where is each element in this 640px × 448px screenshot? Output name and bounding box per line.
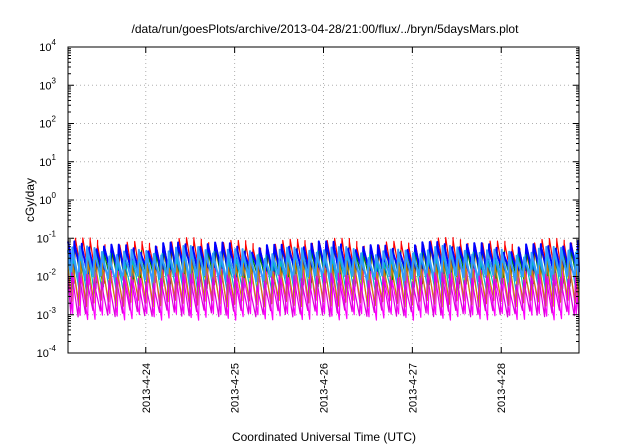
y-tick-label: 102 (39, 115, 56, 131)
x-tick-label: 2013-4-27 (407, 363, 419, 413)
y-tick-label: 10-3 (37, 306, 57, 322)
series-group (67, 237, 580, 321)
y-tick-label: 104 (39, 38, 56, 54)
y-tick-label: 10-1 (37, 229, 57, 245)
y-tick-label: 10-2 (37, 268, 57, 284)
series-line-5 (67, 258, 580, 308)
chart-title: /data/run/goesPlots/archive/2013-04-28/2… (132, 22, 520, 36)
ticks: 104 103 102 101 100 10-1 10-2 10-3 10-4 2013-4-24… (37, 38, 579, 413)
series-line-3 (67, 267, 580, 321)
x-tick-label: 2013-4-25 (230, 363, 242, 413)
y-tick-label: 100 (39, 191, 56, 207)
y-tick-label: 10-4 (37, 344, 57, 360)
y-tick-label: 103 (39, 76, 56, 92)
series-line-7 (67, 272, 580, 318)
grid (68, 47, 579, 353)
x-axis-label: Coordinated Universal Time (UTC) (232, 430, 416, 444)
x-tick-label: 2013-4-24 (141, 363, 153, 413)
y-tick-label: 101 (39, 153, 56, 169)
x-tick-label: 2013-4-28 (496, 363, 508, 413)
y-axis-label: cGy/day (23, 178, 37, 222)
series-line-6 (67, 244, 580, 283)
x-tick-label: 2013-4-26 (319, 363, 331, 413)
